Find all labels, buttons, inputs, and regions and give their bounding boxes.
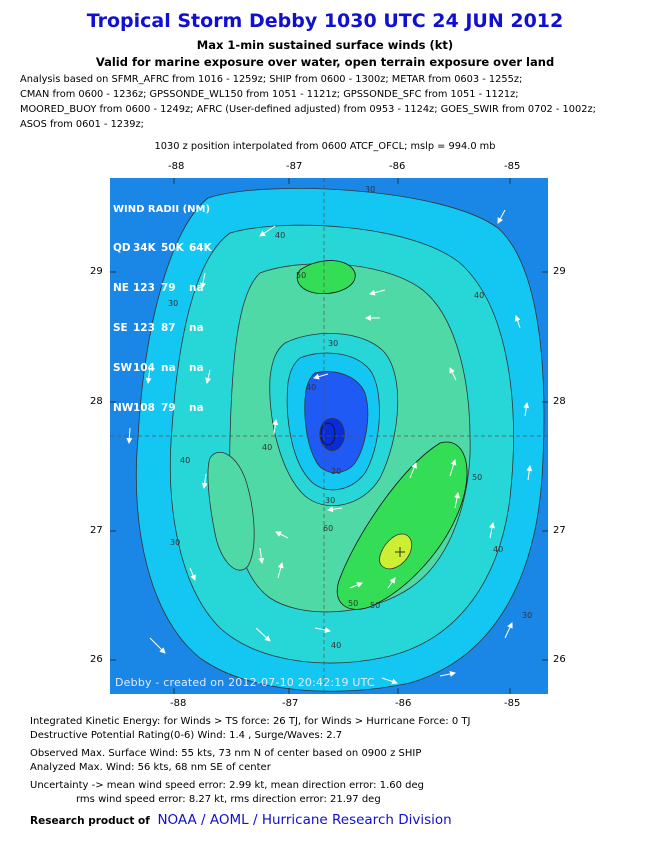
- wind-radii-row: SW104 na na: [113, 362, 204, 375]
- graticule: [110, 178, 548, 694]
- analysis-line: ASOS from 0601 - 1239z;: [20, 119, 144, 130]
- lon-tick-bottom: -88: [170, 698, 187, 709]
- research-org-link[interactable]: NOAA / AOML / Hurricane Research Divisio…: [157, 812, 452, 828]
- contour-label: 20: [331, 467, 341, 476]
- research-label: Research product of: [30, 815, 150, 827]
- wind-field-map: 30 40 50 30 40 50 40 30 20 30 40 50 50 4…: [110, 178, 548, 694]
- max-wind-marker: [395, 547, 405, 557]
- contour-label: 60: [323, 524, 333, 533]
- lat-tick-right: 29: [553, 266, 566, 277]
- contour-label: 40: [180, 456, 190, 465]
- lon-tick-bottom: -86: [395, 698, 412, 709]
- wind-radii-row: NW108 79 na: [113, 402, 204, 415]
- contour-label: 50: [296, 271, 306, 280]
- contour-label: 40: [262, 443, 272, 452]
- lon-tick-top: -88: [168, 161, 185, 172]
- lon-tick-bottom: -85: [504, 698, 521, 709]
- lat-tick-left: 29: [90, 266, 103, 277]
- lat-tick-right: 28: [553, 396, 566, 407]
- observed-max-line: Observed Max. Surface Wind: 55 kts, 73 n…: [30, 748, 422, 759]
- contour-label: 40: [275, 231, 285, 240]
- lon-tick-top: -86: [389, 161, 406, 172]
- contour-label: 40: [306, 383, 316, 392]
- contour-50-west: [207, 452, 255, 571]
- lon-tick-bottom: -87: [282, 698, 299, 709]
- page-title: Tropical Storm Debby 1030 UTC 24 JUN 201…: [86, 10, 564, 32]
- ike-line: Integrated Kinetic Energy: for Winds > T…: [30, 716, 471, 727]
- contour-label: 50: [370, 601, 380, 610]
- contour-55-southeast: [336, 441, 468, 610]
- wind-radii-row: SE 123 87 na: [113, 322, 204, 335]
- lon-tick-top: -85: [504, 161, 521, 172]
- max-wind-area: [379, 533, 412, 570]
- lat-tick-right: 27: [553, 525, 566, 536]
- uncertainty-line: Uncertainty -> mean wind speed error: 2.…: [30, 780, 425, 791]
- subtitle-exposure: Valid for marine exposure over water, op…: [95, 55, 555, 69]
- wind-radii-row: NE 123 79 na: [113, 282, 204, 295]
- dpr-line: Destructive Potential Rating(0-6) Wind: …: [30, 730, 343, 741]
- contour-label: 40: [493, 545, 503, 554]
- contour-label: 40: [331, 641, 341, 650]
- lat-tick-left: 26: [90, 654, 103, 665]
- subtitle-winds: Max 1-min sustained surface winds (kt): [196, 38, 454, 52]
- lat-tick-left: 28: [90, 396, 103, 407]
- contour-label: 30: [365, 185, 375, 194]
- wind-radii-header-row: QD 34K 50K 64K: [113, 242, 212, 255]
- analysis-line: MOORED_BUOY from 0600 - 1249z; AFRC (Use…: [20, 104, 596, 115]
- contour-55-north: [296, 260, 356, 294]
- wind-vectors: [126, 209, 533, 685]
- contour-label: 30: [328, 339, 338, 348]
- contour-label: 30: [522, 611, 532, 620]
- lon-tick-top: -87: [286, 161, 303, 172]
- interpolation-note: 1030 z position interpolated from 0600 A…: [154, 141, 496, 152]
- contour-label: 30: [170, 538, 180, 547]
- contour-label: 40: [474, 291, 484, 300]
- rms-error-line: rms wind speed error: 8.27 kt, rms direc…: [76, 794, 381, 805]
- wind-radii-table: WIND RADII (NM) QD 34K 50K 64K NE 123 79 na SE…: [113, 176, 213, 429]
- lat-tick-right: 26: [553, 654, 566, 665]
- analysis-line: CMAN from 0600 - 1236z; GPSSONDE_WL150 f…: [20, 89, 519, 100]
- analysis-line: Analysis based on SFMR_AFRC from 1016 - …: [20, 74, 523, 85]
- analyzed-max-line: Analyzed Max. Wind: 56 kts, 68 nm SE of …: [30, 762, 271, 773]
- eye: [320, 422, 336, 446]
- wind-radii-title: WIND RADII (NM): [113, 203, 211, 215]
- contour-label: 30: [325, 496, 335, 505]
- contour-label: 50: [472, 473, 482, 482]
- contour-label: 30: [168, 299, 178, 308]
- analysis-sources: Analysis based on SFMR_AFRC from 1016 - …: [20, 72, 640, 132]
- map-credit: Debby - created on 2012-07-10 20:42:19 U…: [115, 676, 375, 689]
- contour-label: 50: [348, 599, 358, 608]
- lat-tick-left: 27: [90, 525, 103, 536]
- research-credit: Research product of NOAA / AOML / Hurric…: [30, 812, 452, 828]
